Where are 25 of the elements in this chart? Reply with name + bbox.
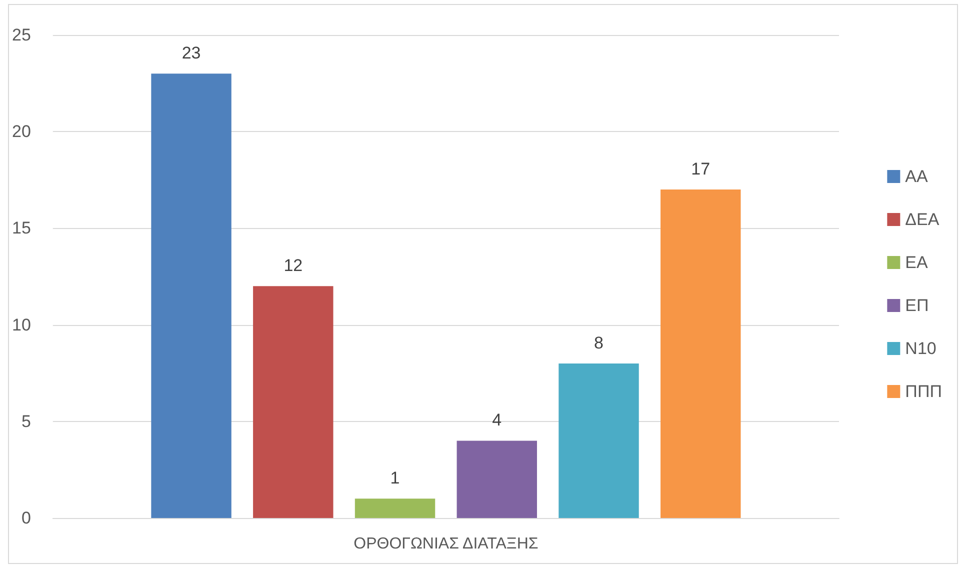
bar xyxy=(253,286,334,518)
bar xyxy=(456,440,537,518)
data-label: 4 xyxy=(492,410,502,430)
bar xyxy=(151,74,232,518)
x-tick-label: ΟΡΘΟΓΩΝΙΑΣ ΔΙΑΤΑΞΗΣ xyxy=(354,536,538,552)
data-label: 12 xyxy=(284,256,303,276)
y-tick-label: 5 xyxy=(21,412,31,431)
bar xyxy=(354,498,436,518)
data-label: 23 xyxy=(182,44,201,63)
y-tick-label: 10 xyxy=(12,315,31,334)
legend-label: ΠΠΠ xyxy=(905,382,942,401)
y-tick-label: 20 xyxy=(12,122,31,142)
data-label: 8 xyxy=(594,333,604,352)
y-tick-label: 0 xyxy=(21,508,31,528)
legend-label: ΕΠ xyxy=(905,296,929,315)
legend-label: ΑΑ xyxy=(905,167,929,186)
bar xyxy=(660,190,741,518)
data-label: 17 xyxy=(691,160,710,179)
y-tick-label: 15 xyxy=(12,218,31,238)
y-tick-label: 25 xyxy=(12,26,31,44)
legend-label: ΕΑ xyxy=(905,253,929,272)
legend-label: Ν10 xyxy=(905,339,936,358)
data-label: 1 xyxy=(390,468,400,488)
legend-label: ΔΕΑ xyxy=(905,210,940,229)
bar xyxy=(558,363,639,518)
